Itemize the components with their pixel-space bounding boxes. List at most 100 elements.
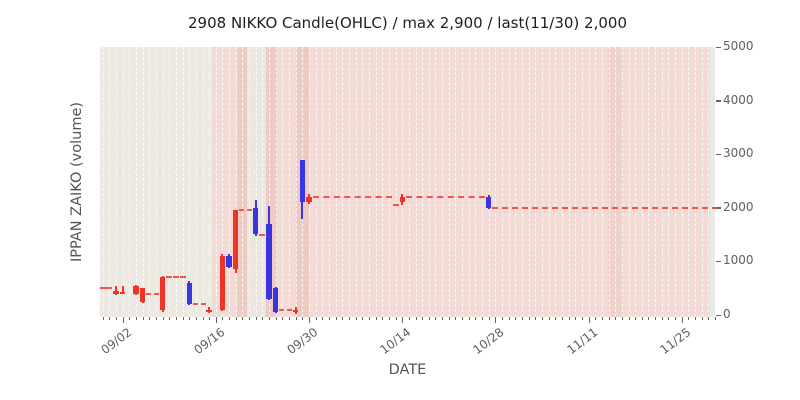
x-minor-tick	[289, 317, 291, 320]
daily-gridline	[209, 47, 211, 317]
x-minor-tick	[348, 317, 350, 320]
daily-gridline	[335, 47, 337, 317]
candle-low-wick	[301, 202, 304, 219]
daily-gridline	[135, 47, 137, 317]
daily-gridline	[155, 47, 157, 317]
candle-body	[486, 197, 492, 208]
daily-gridline	[149, 47, 151, 317]
x-minor-tick	[135, 317, 137, 320]
x-minor-tick	[295, 317, 297, 320]
daily-gridline	[102, 47, 104, 317]
y-tick-label: 0	[723, 307, 731, 321]
y-tick-label: 3000	[723, 146, 754, 161]
x-minor-tick	[142, 317, 144, 320]
daily-gridline	[222, 47, 224, 317]
candle-body	[139, 288, 146, 302]
y-tick-label: 5000	[723, 39, 754, 53]
candle-low-wick	[221, 309, 224, 311]
x-minor-tick	[355, 317, 357, 320]
x-minor-tick	[482, 317, 484, 320]
daily-gridline	[395, 47, 397, 317]
candle-body	[253, 207, 259, 234]
x-minor-tick	[362, 317, 364, 320]
flat-value-dash	[492, 206, 719, 209]
daily-gridline	[502, 47, 504, 317]
flat-value-dash	[259, 233, 266, 236]
x-minor-tick	[595, 317, 597, 320]
x-minor-tick	[608, 317, 610, 320]
flat-value-dash	[99, 287, 113, 290]
daily-gridline	[468, 47, 470, 317]
candle-body	[113, 290, 119, 294]
daily-gridline	[601, 47, 603, 317]
x-minor-tick	[395, 317, 397, 320]
background-band	[277, 47, 296, 317]
flat-value-dash	[312, 196, 392, 199]
x-minor-tick	[708, 317, 710, 320]
candle-high-wick	[115, 285, 117, 291]
x-minor-tick	[195, 317, 197, 320]
candle-high-wick	[268, 206, 271, 224]
x-minor-tick	[129, 317, 131, 320]
x-minor-tick	[169, 317, 171, 320]
candle-body	[266, 223, 272, 299]
candle-low-wick	[208, 311, 211, 313]
background-band	[309, 47, 608, 317]
daily-gridline	[575, 47, 577, 317]
daily-gridline	[242, 47, 244, 317]
background-band	[623, 47, 711, 317]
candle-high-wick	[188, 281, 191, 283]
candle-high-wick	[308, 194, 311, 198]
y-tick	[716, 153, 721, 156]
candle-high-wick	[228, 254, 231, 257]
daily-gridline	[515, 47, 517, 317]
daily-gridline	[382, 47, 384, 317]
daily-gridline	[182, 47, 184, 317]
daily-gridline	[235, 47, 237, 317]
x-minor-tick	[548, 317, 550, 320]
x-minor-tick	[255, 317, 257, 320]
candle-high-wick	[401, 194, 404, 198]
plot-area[interactable]	[99, 47, 719, 317]
background-band	[710, 47, 715, 317]
daily-gridline	[522, 47, 524, 317]
daily-gridline	[422, 47, 424, 317]
y-tick	[716, 260, 721, 263]
x-minor-tick	[628, 317, 630, 320]
daily-gridline	[275, 47, 277, 317]
daily-gridline	[282, 47, 284, 317]
x-minor-tick	[715, 317, 717, 320]
x-minor-tick	[541, 317, 543, 320]
daily-gridline	[621, 47, 623, 317]
daily-gridline	[541, 47, 543, 317]
daily-gridline	[129, 47, 131, 317]
x-minor-tick	[688, 317, 690, 320]
background-band	[237, 47, 248, 317]
candle-high-wick	[121, 286, 124, 292]
x-minor-tick	[522, 317, 524, 320]
daily-gridline	[455, 47, 457, 317]
x-minor-tick	[475, 317, 477, 320]
daily-gridline	[402, 47, 404, 317]
daily-gridline	[262, 47, 264, 317]
candle-body	[119, 291, 126, 294]
daily-gridline	[249, 47, 251, 317]
daily-gridline	[169, 47, 171, 317]
daily-gridline	[615, 47, 617, 317]
x-minor-tick	[382, 317, 384, 320]
x-axis-label: DATE	[388, 362, 427, 378]
x-minor-tick	[249, 317, 251, 320]
candle-body	[299, 159, 306, 203]
daily-gridline	[295, 47, 297, 317]
candle-low-wick	[161, 309, 164, 313]
x-minor-tick	[109, 317, 111, 320]
daily-gridline	[548, 47, 550, 317]
candle-low-wick	[188, 304, 191, 306]
daily-gridline	[488, 47, 490, 317]
daily-gridline	[435, 47, 437, 317]
x-minor-tick	[315, 317, 317, 320]
daily-gridline	[495, 47, 497, 317]
daily-gridline	[588, 47, 590, 317]
daily-gridline	[568, 47, 570, 317]
